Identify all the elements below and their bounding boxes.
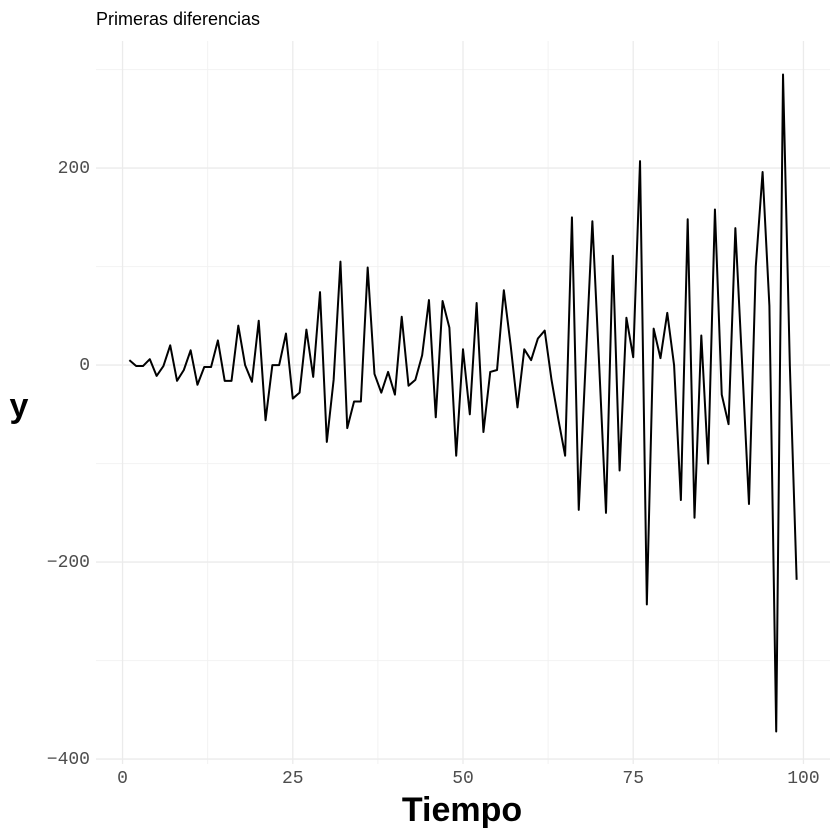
y-axis-label: y (10, 387, 29, 425)
x-tick-label: 50 (452, 769, 474, 789)
data-line (128, 73, 798, 733)
x-tick-label: 75 (622, 769, 644, 789)
y-tick-label: −200 (47, 553, 90, 573)
x-axis-label: Tiempo (402, 791, 522, 829)
x-tick-label: 0 (117, 769, 128, 789)
y-tick-label: 200 (58, 159, 90, 179)
x-tick-label: 100 (787, 769, 819, 789)
chart-title: Primeras diferencias (96, 9, 260, 29)
x-tick-label: 25 (282, 769, 304, 789)
y-tick-label: −400 (47, 750, 90, 770)
y-tick-label: 0 (79, 356, 90, 376)
